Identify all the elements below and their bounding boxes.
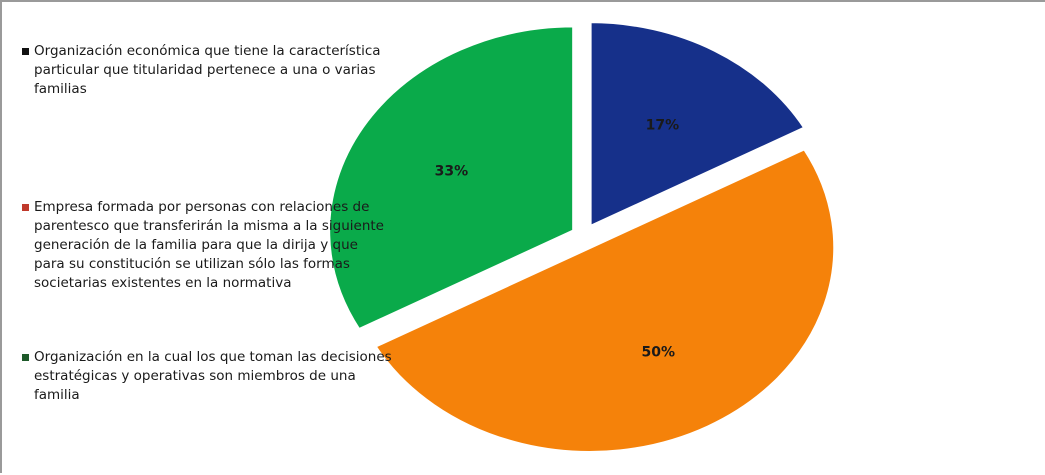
- legend-entry-3: Organización en la cual los que toman la…: [22, 348, 392, 405]
- legend-swatch-3: [22, 354, 29, 361]
- pie-data-labels: 17% 50% 33%: [435, 117, 680, 360]
- pie-slice-1: [588, 20, 808, 230]
- legend-swatch-2: [22, 204, 29, 211]
- legend-label-2: Empresa formada por personas con relacio…: [34, 199, 384, 291]
- legend-entry-1: Organización económica que tiene la cara…: [22, 42, 392, 99]
- data-label-3: 33%: [435, 163, 469, 179]
- legend-label-1: Organización económica que tiene la cara…: [34, 43, 381, 97]
- pie-slices: [327, 20, 837, 454]
- legend-swatch-1: [22, 48, 29, 55]
- data-label-2: 50%: [641, 345, 675, 361]
- data-label-1: 17%: [646, 117, 680, 133]
- chart-legend: Organización económica que tiene la cara…: [22, 2, 402, 475]
- pie-slice-3: [327, 24, 576, 332]
- legend-label-3: Organización en la cual los que toman la…: [34, 349, 392, 403]
- pie-slice-2: [372, 146, 837, 454]
- legend-entry-2: Empresa formada por personas con relacio…: [22, 198, 392, 293]
